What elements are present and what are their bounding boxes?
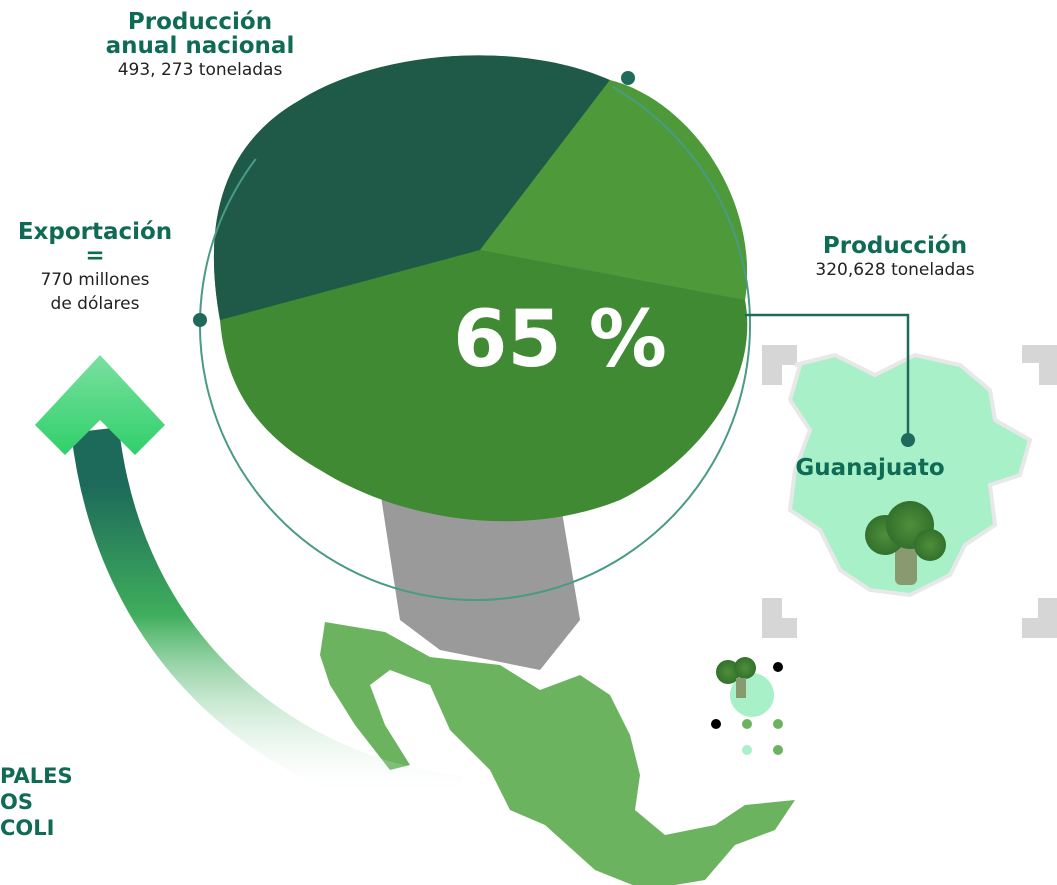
illustration: [0, 0, 1057, 885]
side-line: OS: [0, 789, 73, 815]
state-label: Guanajuato: [760, 456, 980, 480]
dot: [901, 433, 915, 447]
broccoli-head: [214, 55, 747, 521]
value: 320,628 toneladas: [780, 258, 1010, 282]
value: 770 millones: [0, 268, 190, 292]
dot: [193, 313, 207, 327]
heading: Producción: [780, 234, 1010, 258]
heading: Producción anual nacional: [55, 10, 345, 58]
share: 65 %: [440, 295, 680, 385]
side-line: COLI: [0, 815, 73, 841]
export-block: Exportación = 770 millones de dólares: [0, 220, 190, 316]
dot: [621, 71, 635, 85]
side-line: PALES: [0, 763, 73, 789]
national-block: Producción anual nacional 493, 273 tonel…: [55, 10, 345, 82]
symbol: =: [0, 244, 190, 268]
page: Producción anual nacional 493, 273 tonel…: [0, 0, 1057, 885]
value: 493, 273 toneladas: [55, 58, 345, 82]
side-title: PALES OS COLI: [0, 763, 73, 841]
state-block: Producción 320,628 toneladas: [780, 234, 1010, 282]
value: de dólares: [0, 292, 190, 316]
heading: Exportación: [0, 220, 190, 244]
